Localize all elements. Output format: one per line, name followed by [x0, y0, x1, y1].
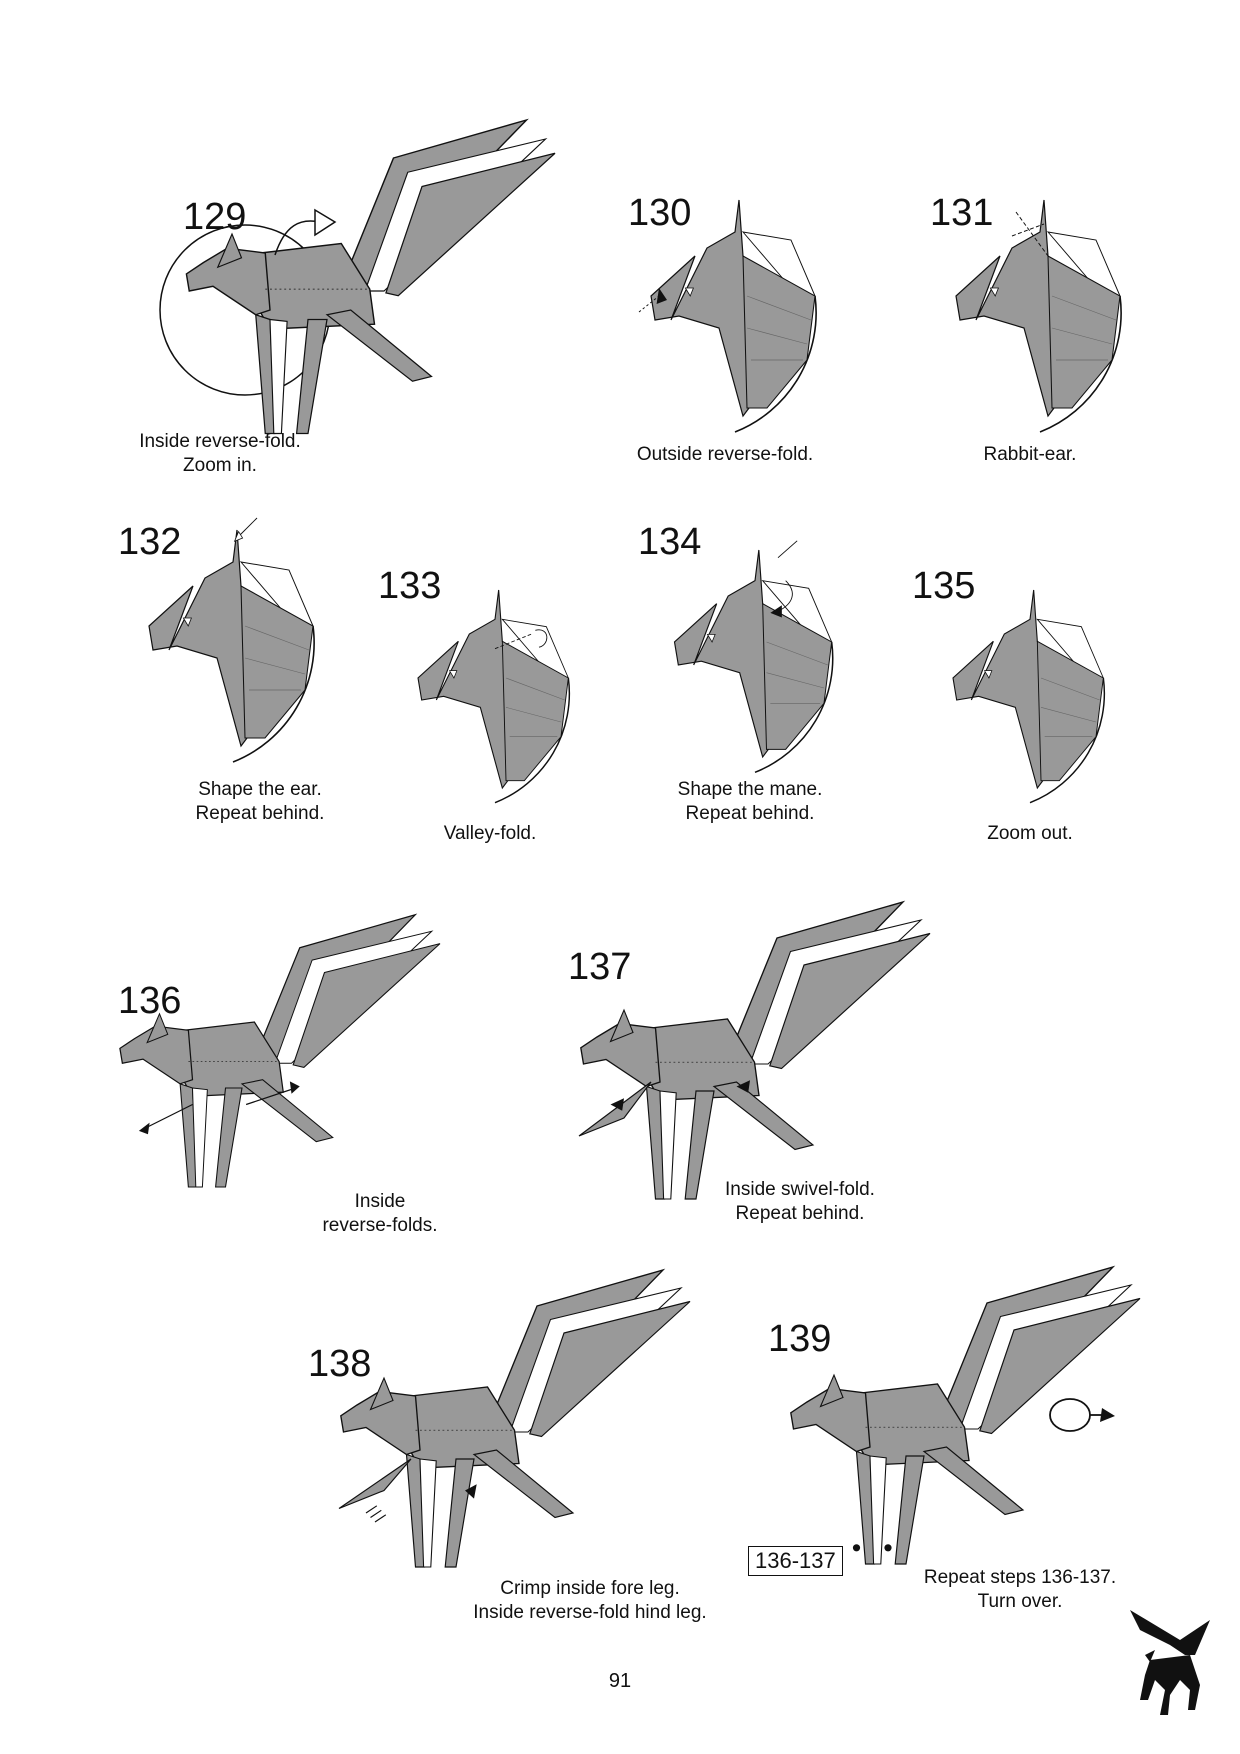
- caption-line: Outside reverse-fold.: [636, 444, 814, 465]
- caption-line: Valley-fold.: [443, 823, 537, 844]
- step-133-caption: Valley-fold.: [340, 822, 640, 846]
- step-132-diagram: [133, 517, 333, 770]
- caption-line: Shape the ear.: [198, 779, 322, 800]
- step-135-diagram: [930, 589, 1130, 810]
- caption-line: Repeat behind.: [195, 803, 325, 824]
- caption-line: Repeat behind.: [735, 1203, 865, 1224]
- step-132-caption: Shape the ear. Repeat behind.: [110, 778, 410, 826]
- step-137-diagram: [570, 890, 931, 1220]
- step-number-129: 129: [183, 196, 247, 238]
- caption-line: Inside: [354, 1191, 406, 1212]
- step-137-caption: Inside swivel-fold. Repeat behind.: [650, 1178, 950, 1226]
- caption-line: Crimp inside fore leg.: [500, 1578, 680, 1599]
- step-number-133: 133: [378, 565, 442, 607]
- step-131-caption: Rabbit-ear.: [880, 443, 1180, 467]
- step-134-diagram: [655, 540, 855, 780]
- step-number-135: 135: [912, 565, 976, 607]
- caption-line: Inside reverse-fold.: [139, 431, 301, 452]
- caption-line: Rabbit-ear.: [983, 444, 1077, 465]
- step-131-diagram: [930, 199, 1150, 440]
- caption-line: Repeat steps 136-137.: [923, 1567, 1117, 1588]
- step-number-131: 131: [930, 192, 994, 234]
- step-129-diagram: [159, 110, 560, 490]
- step-number-137: 137: [568, 946, 632, 988]
- pegasus-logo: [1110, 1600, 1220, 1725]
- step-134-caption: Shape the mane. Repeat behind.: [600, 778, 900, 826]
- caption-line: Zoom in.: [183, 455, 257, 476]
- step-130-caption: Outside reverse-fold.: [575, 443, 875, 467]
- caption-line: reverse-folds.: [322, 1215, 438, 1236]
- page-number: 91: [608, 1670, 632, 1692]
- step-number-136: 136: [118, 980, 182, 1022]
- step-138-caption: Crimp inside fore leg. Inside reverse-fo…: [440, 1577, 740, 1625]
- step-130-diagram: [625, 199, 845, 440]
- step-133-diagram: [395, 589, 595, 810]
- caption-line: Inside reverse-fold hind leg.: [473, 1602, 707, 1623]
- step-136-caption: Inside reverse-folds.: [230, 1190, 530, 1238]
- turn-over-icon: [1040, 1390, 1120, 1440]
- step-number-134: 134: [638, 521, 702, 563]
- caption-line: Zoom out.: [987, 823, 1073, 844]
- step-reference-box: 136-137: [748, 1546, 843, 1576]
- step-138-diagram: [330, 1258, 691, 1588]
- step-number-132: 132: [118, 521, 182, 563]
- step-number-139: 139: [768, 1318, 832, 1360]
- step-136-diagram: [110, 870, 441, 1240]
- step-135-caption: Zoom out.: [880, 822, 1180, 846]
- caption-line: Repeat behind.: [685, 803, 815, 824]
- step-number-130: 130: [628, 192, 692, 234]
- step-139-diagram: [780, 1255, 1141, 1585]
- caption-line: Shape the mane.: [677, 779, 823, 800]
- caption-line: Inside swivel-fold.: [725, 1179, 875, 1200]
- step-number-138: 138: [308, 1343, 372, 1385]
- step-139-caption: Repeat steps 136-137. Turn over.: [870, 1566, 1170, 1614]
- caption-line: Turn over.: [977, 1591, 1063, 1612]
- step-129-caption: Inside reverse-fold. Zoom in.: [70, 430, 370, 478]
